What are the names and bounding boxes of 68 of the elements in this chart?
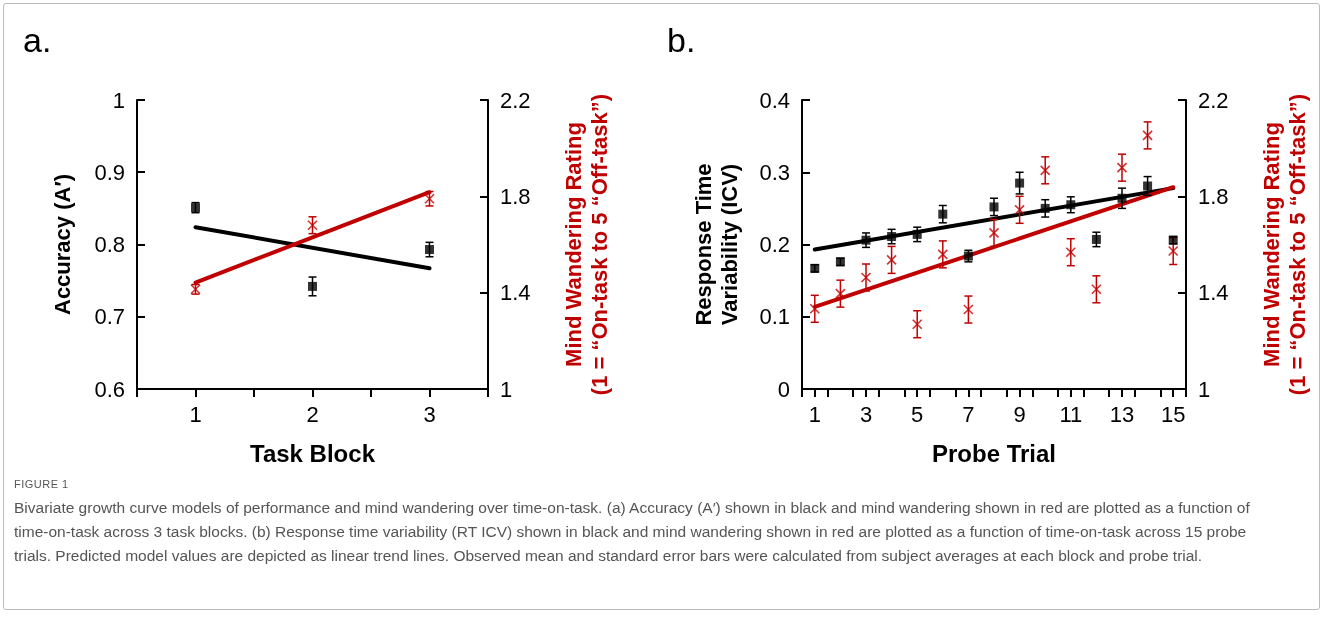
point xyxy=(1142,130,1153,141)
x-axis-title: Probe Trial xyxy=(931,439,1057,467)
x-axis-title: Task Block xyxy=(250,439,376,467)
chart-title: a. xyxy=(23,21,52,59)
y2-tick-label: 1.8 xyxy=(1198,183,1229,209)
y-axis-title: Response Time Variability (ICV) xyxy=(690,163,742,326)
y2-axis-title: Mind Wandering Rating (1 = “On-task to 5 “Off-task”) xyxy=(560,93,612,396)
point xyxy=(1040,203,1050,213)
y-tick-label: 0.3 xyxy=(759,159,790,185)
point xyxy=(1116,162,1128,173)
point xyxy=(308,281,317,291)
point xyxy=(911,318,923,330)
y-tick-label: 0.2 xyxy=(759,232,790,257)
y-tick-label: 0 xyxy=(777,376,790,402)
point xyxy=(307,219,318,231)
y-tick-label: 0.7 xyxy=(94,304,125,330)
x-tick-label: 2 xyxy=(306,401,319,427)
x-tick-label: 7 xyxy=(962,401,975,427)
x-tick-label: 1 xyxy=(189,401,202,427)
point xyxy=(963,304,974,315)
y-axis-title: Accuracy (A′) xyxy=(49,174,75,315)
point xyxy=(1039,165,1051,176)
chart-title: b. xyxy=(667,21,696,59)
text: Bivariate growth curve models of performance and mind wandering over time-on-task. (a) Accuracy (A′) shown in black and mind wandering shown in red are plotted as a function of time-on-task across 3 task blocks. (b) Response time variability (RT ICV) shown in black and mind wandering shown in red are plotted as a function of time-on-task across 15 probe trials. Predicted model values are depicted as linear trend lines. Observed mean and standard error bars were calculated from subject averages at each block and probe trial. xyxy=(14,498,1251,566)
point xyxy=(1117,193,1127,203)
x-tick-label: 3 xyxy=(423,401,436,427)
y2-tick-label: 1.4 xyxy=(500,280,531,306)
y-tick-label: 0.4 xyxy=(759,87,790,113)
y-tick-label: 0.8 xyxy=(94,232,125,257)
x-tick-label: 11 xyxy=(1059,401,1083,427)
x-tick-label: 5 xyxy=(911,401,924,427)
point xyxy=(1066,200,1076,210)
x-tick-label: 13 xyxy=(1109,401,1135,427)
y-tick-label: 0.1 xyxy=(759,304,790,330)
point xyxy=(938,209,948,219)
point xyxy=(809,303,821,315)
point xyxy=(912,229,922,239)
point xyxy=(937,249,949,260)
y-tick-label: 0.9 xyxy=(94,159,125,185)
point xyxy=(1167,245,1179,257)
point xyxy=(1091,284,1102,295)
y2-tick-label: 1.4 xyxy=(1198,280,1229,306)
y2-tick-label: 1.8 xyxy=(500,183,531,209)
y2-tick-label: 2.2 xyxy=(1198,87,1229,113)
point xyxy=(861,235,871,245)
x-tick-label: 3 xyxy=(859,401,873,427)
point xyxy=(835,288,846,299)
point xyxy=(1091,234,1101,244)
y2-tick-label: 1 xyxy=(1198,376,1211,402)
point xyxy=(1143,181,1153,191)
y2-tick-label: 2.2 xyxy=(500,87,531,113)
point xyxy=(886,254,897,266)
y-tick-label: 0.6 xyxy=(94,376,125,402)
point xyxy=(860,272,872,283)
point xyxy=(425,245,434,255)
caption: FIGURE 1 xyxy=(14,478,70,490)
x-tick-label: 1 xyxy=(808,401,821,427)
point xyxy=(1014,204,1025,216)
point xyxy=(989,202,999,212)
x-tick-label: 15 xyxy=(1160,401,1186,427)
point xyxy=(1065,246,1077,258)
y-tick-label: 1 xyxy=(112,87,125,113)
y2-tick-label: 1 xyxy=(500,376,513,402)
x-tick-label: 9 xyxy=(1013,401,1026,427)
y2-axis-title: Mind Wandering Rating (1 = “On-task to 5 “Off-task”) xyxy=(1258,93,1310,396)
point xyxy=(1015,178,1025,188)
point xyxy=(887,232,897,242)
point xyxy=(988,227,1000,239)
